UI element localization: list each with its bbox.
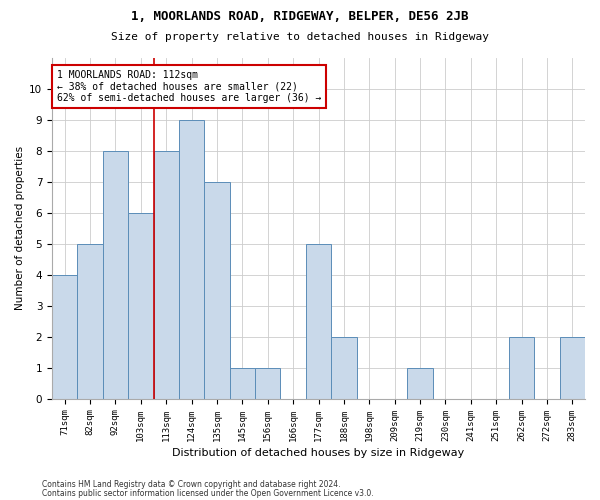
Text: Contains public sector information licensed under the Open Government Licence v3: Contains public sector information licen… <box>42 488 374 498</box>
Bar <box>509 336 534 398</box>
Text: 1, MOORLANDS ROAD, RIDGEWAY, BELPER, DE56 2JB: 1, MOORLANDS ROAD, RIDGEWAY, BELPER, DE5… <box>131 10 469 23</box>
Y-axis label: Number of detached properties: Number of detached properties <box>15 146 25 310</box>
Bar <box>230 368 255 398</box>
Text: 1 MOORLANDS ROAD: 112sqm
← 38% of detached houses are smaller (22)
62% of semi-d: 1 MOORLANDS ROAD: 112sqm ← 38% of detach… <box>57 70 322 103</box>
Bar <box>407 368 433 398</box>
Bar <box>204 182 230 398</box>
Bar <box>128 212 154 398</box>
Bar <box>306 244 331 398</box>
Bar <box>331 336 356 398</box>
Bar <box>560 336 585 398</box>
Bar <box>255 368 280 398</box>
Bar <box>179 120 204 398</box>
X-axis label: Distribution of detached houses by size in Ridgeway: Distribution of detached houses by size … <box>172 448 464 458</box>
Bar <box>154 150 179 398</box>
Text: Contains HM Land Registry data © Crown copyright and database right 2024.: Contains HM Land Registry data © Crown c… <box>42 480 341 489</box>
Text: Size of property relative to detached houses in Ridgeway: Size of property relative to detached ho… <box>111 32 489 42</box>
Bar <box>103 150 128 398</box>
Bar <box>77 244 103 398</box>
Bar <box>52 274 77 398</box>
